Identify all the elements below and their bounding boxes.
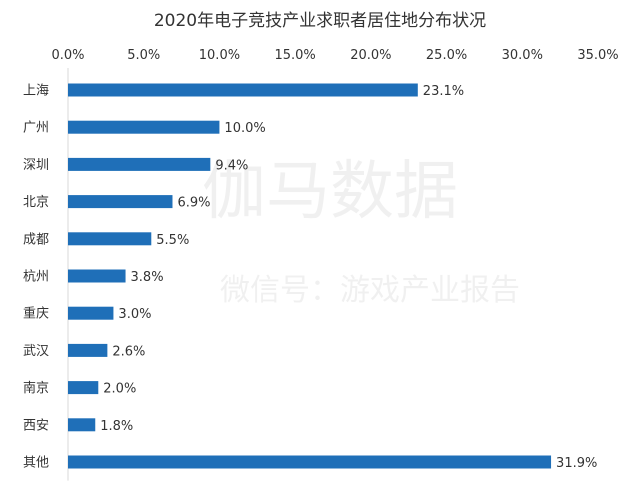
- bar: [68, 83, 418, 97]
- value-label: 2.0%: [103, 382, 136, 397]
- category-label: 武汉: [23, 344, 49, 359]
- bar: [68, 120, 220, 134]
- bar: [68, 269, 126, 283]
- category-label: 杭州: [23, 270, 49, 285]
- watermark-main: 伽马数据: [202, 155, 458, 229]
- category-label: 西安: [23, 418, 49, 433]
- category-label: 广州: [23, 121, 49, 136]
- value-label: 1.8%: [100, 419, 133, 434]
- category-label: 其他: [23, 456, 49, 471]
- value-label: 9.4%: [215, 158, 248, 173]
- x-tick-label: 0.0%: [51, 48, 84, 63]
- category-label: 南京: [23, 380, 49, 396]
- value-label: 3.8%: [131, 270, 164, 285]
- x-tick-label: 30.0%: [502, 48, 543, 63]
- bar: [68, 343, 108, 357]
- chart-title: 2020年电子竞技产业求职者居住地分布状况: [154, 11, 486, 31]
- bar: [68, 381, 99, 395]
- value-label: 6.9%: [177, 196, 210, 211]
- bar: [68, 418, 96, 432]
- value-label: 31.9%: [556, 456, 597, 471]
- x-tick-label: 20.0%: [350, 48, 391, 63]
- bar: [68, 232, 152, 246]
- x-tick-label: 35.0%: [577, 48, 618, 63]
- x-tick-label: 15.0%: [274, 48, 315, 63]
- category-label: 成都: [23, 232, 49, 247]
- watermark: 伽马数据 微信号：游戏产业报告: [202, 155, 520, 308]
- watermark-sub: 微信号：游戏产业报告: [220, 273, 520, 308]
- category-label: 重庆: [23, 306, 49, 322]
- value-label: 10.0%: [224, 121, 265, 136]
- x-tick-label: 10.0%: [199, 48, 240, 63]
- x-tick-label: 25.0%: [426, 48, 467, 63]
- category-label: 深圳: [23, 158, 49, 173]
- value-labels: 23.1% 10.0% 9.4% 6.9% 5.5% 3.8% 3.0% 2.6% 2.0% 1.…: [100, 84, 597, 471]
- bar: [68, 455, 552, 469]
- value-label: 2.6%: [112, 344, 145, 359]
- category-label: 上海: [23, 84, 49, 99]
- category-label: 北京: [23, 195, 49, 210]
- bars: [68, 83, 552, 469]
- x-tick-label: 5.0%: [127, 48, 160, 63]
- bar: [68, 195, 173, 209]
- value-label: 5.5%: [156, 233, 189, 248]
- x-axis-ticks: 0.0% 5.0% 10.0% 15.0% 20.0% 25.0% 30.0% 35.0%: [51, 48, 618, 63]
- value-label: 23.1%: [423, 84, 464, 99]
- bar: [68, 157, 211, 171]
- bar: [68, 306, 114, 320]
- value-label: 3.0%: [118, 307, 151, 322]
